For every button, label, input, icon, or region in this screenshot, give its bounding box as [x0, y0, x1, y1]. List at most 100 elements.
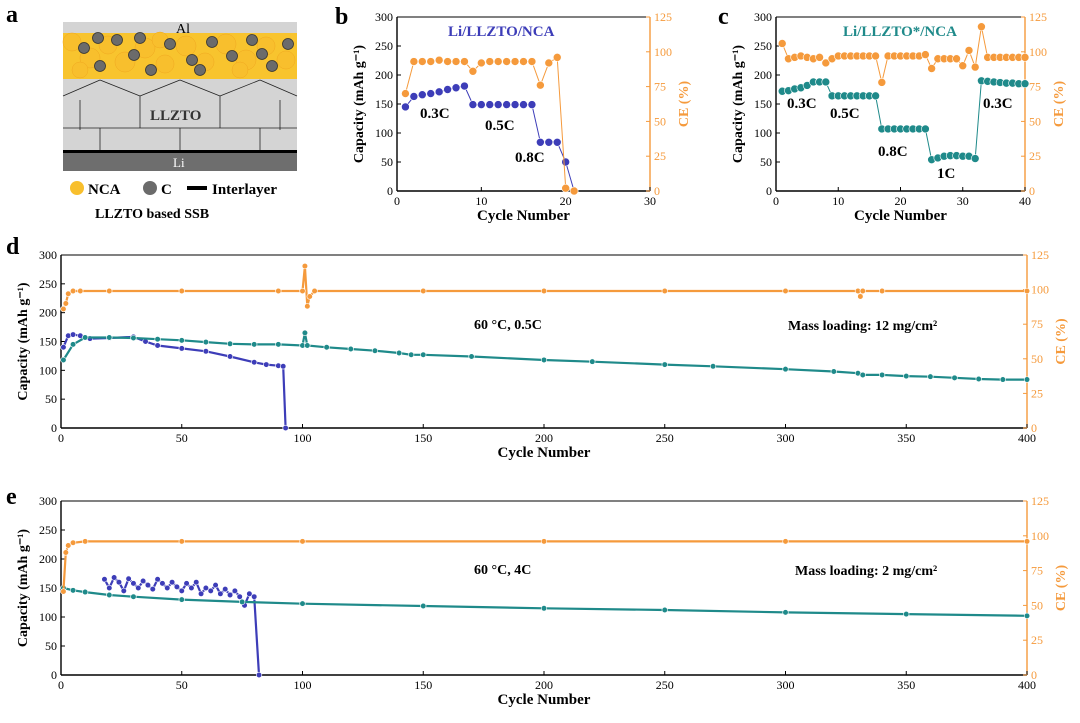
carbon-particle	[164, 38, 176, 50]
data-point-teal	[903, 373, 910, 380]
y-tick-label: 150	[754, 97, 772, 111]
chart-annotation: Mass loading: 12 mg/cm²	[788, 319, 937, 334]
data-point-blue	[168, 579, 176, 586]
data-point-blue	[69, 331, 77, 338]
data-point-blue	[263, 361, 270, 368]
data-point-teal	[275, 341, 282, 348]
series-line-orange	[62, 540, 1027, 592]
data-point-teal	[82, 588, 89, 596]
chart-annotation: 0.3C	[787, 96, 817, 112]
y-tick-label: 200	[754, 68, 772, 82]
chart-annotation: 60 °C, 0.5C	[474, 318, 542, 333]
y2-tick-label: 25	[654, 149, 666, 163]
x-tick-label: 300	[777, 431, 795, 445]
data-point-orange	[527, 57, 537, 66]
panel-label-a: a	[6, 2, 18, 28]
data-point-orange	[69, 287, 77, 295]
data-point-teal	[178, 596, 185, 603]
nca-particle	[175, 35, 197, 57]
y2-tick-label: 0	[1031, 668, 1037, 682]
data-point-blue	[193, 579, 200, 586]
data-point-orange	[1020, 53, 1030, 62]
y2-tick-label: 100	[654, 45, 672, 59]
x-tick-label: 350	[897, 678, 915, 692]
y2-tick-label: 0	[1029, 184, 1035, 198]
data-point-blue	[443, 85, 452, 94]
y-tick-label: 0	[51, 668, 57, 682]
y2-tick-label: 75	[1031, 564, 1043, 578]
carbon-particle	[266, 60, 278, 72]
y2-tick-label: 0	[654, 184, 660, 198]
data-point-orange	[468, 66, 478, 76]
data-point-orange	[306, 293, 313, 300]
series-line-teal	[63, 586, 1028, 617]
data-point-blue	[460, 81, 469, 91]
data-point-blue	[115, 579, 123, 586]
carbon-particle	[186, 54, 198, 66]
carbon-particle	[128, 49, 140, 61]
data-point-teal	[540, 356, 548, 364]
data-point-orange	[970, 62, 980, 72]
data-point-teal	[970, 154, 980, 163]
chart-annotation: 1C	[937, 166, 955, 182]
data-point-teal	[239, 598, 246, 606]
data-point-orange	[62, 300, 69, 307]
data-point-blue	[202, 584, 209, 592]
carbon-particle	[145, 64, 157, 76]
data-point-blue	[280, 363, 287, 370]
data-point-teal	[60, 356, 67, 364]
data-point-orange	[782, 538, 789, 545]
x-tick-label: 30	[957, 194, 969, 208]
data-point-teal	[299, 600, 306, 607]
y-tick-label: 250	[39, 277, 57, 291]
data-point-teal	[903, 610, 910, 618]
data-point-teal	[347, 345, 354, 353]
x-tick-label: 200	[535, 431, 553, 445]
data-point-orange	[65, 290, 72, 297]
chart-annotation: 60 °C, 4C	[474, 563, 531, 578]
chart-annotation: 0.8C	[878, 144, 908, 160]
nca-legend-icon	[70, 181, 84, 195]
data-point-blue	[222, 586, 229, 593]
data-point-blue	[159, 580, 166, 587]
grain-boundary	[259, 79, 298, 97]
data-point-orange	[510, 57, 520, 66]
data-point-orange	[540, 538, 548, 545]
x-tick-label: 40	[1019, 194, 1031, 208]
llzto-grains	[62, 79, 298, 150]
y-tick-label: 200	[375, 68, 393, 82]
x-tick-label: 30	[644, 194, 656, 208]
data-point-teal	[859, 371, 866, 379]
data-point-blue	[255, 671, 263, 679]
y-tick-label: 100	[754, 126, 772, 140]
y-tick-label: 100	[39, 363, 57, 377]
data-point-orange	[519, 57, 528, 66]
data-point-orange	[60, 588, 67, 595]
data-point-orange	[460, 57, 469, 66]
data-point-orange	[178, 287, 185, 295]
y2-tick-label: 50	[654, 114, 666, 128]
x-tick-label: 10	[832, 194, 844, 208]
series-line-teal	[62, 332, 1027, 381]
data-point-blue	[527, 100, 537, 109]
data-point-orange	[477, 58, 486, 68]
chart-annotation: 0.5C	[830, 106, 860, 122]
data-point-teal	[301, 329, 309, 336]
interlayer	[63, 150, 297, 153]
carbon-legend-icon	[143, 181, 157, 195]
grain-boundary	[219, 79, 261, 97]
data-point-orange	[401, 89, 410, 98]
data-point-orange	[871, 51, 880, 61]
y2-tick-label: 75	[1031, 317, 1043, 331]
y-tick-label: 250	[375, 39, 393, 53]
y-tick-label: 50	[45, 392, 57, 406]
nca-particle	[231, 61, 249, 79]
data-point-orange	[304, 303, 311, 310]
y-tick-label: 50	[760, 155, 772, 169]
chart-annotation: Mass loading: 2 mg/cm²	[795, 564, 937, 579]
data-point-teal	[709, 363, 717, 370]
data-point-blue	[212, 581, 219, 589]
y-axis-label: Capacity (mAh g⁻¹)	[731, 45, 746, 163]
x-tick-label: 250	[656, 431, 674, 445]
data-point-orange	[536, 80, 545, 90]
